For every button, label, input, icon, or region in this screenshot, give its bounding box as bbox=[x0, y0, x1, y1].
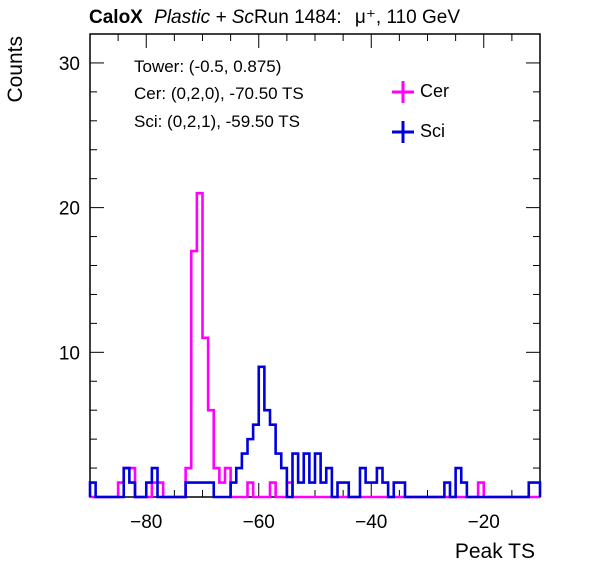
legend-label-sci: Sci bbox=[420, 121, 446, 141]
y-tick-label: 10 bbox=[59, 343, 80, 364]
y-axis-label: Counts bbox=[4, 36, 27, 103]
annotation-sci: Sci: (0,2,1), -59.50 TS bbox=[134, 112, 300, 131]
legend-label-cer: Cer bbox=[420, 81, 450, 101]
x-tick-label: −80 bbox=[130, 512, 162, 533]
x-tick-label: −40 bbox=[355, 512, 387, 533]
header-material: Plastic + Sc bbox=[154, 7, 254, 28]
header-brand: CaloX bbox=[89, 7, 143, 28]
x-axis-label: Peak TS bbox=[455, 540, 535, 563]
y-tick-label: 20 bbox=[59, 199, 80, 220]
legend bbox=[392, 81, 414, 143]
x-tick-label: −60 bbox=[243, 512, 275, 533]
annotation-tower: Tower: (-0.5, 0.875) bbox=[134, 57, 282, 76]
annotation-cer: Cer: (0,2,0), -70.50 TS bbox=[134, 84, 304, 103]
header-run: Run 1484: bbox=[253, 7, 342, 28]
series-sci-line bbox=[88, 365, 542, 499]
series-cer-line bbox=[90, 191, 540, 499]
header-beam: μ⁺, 110 GeV bbox=[354, 7, 461, 28]
chart-header: CaloX Plastic + ScRun 1484: μ⁺, 110 GeV bbox=[89, 6, 460, 29]
x-tick-label: −20 bbox=[468, 512, 500, 533]
y-tick-label: 30 bbox=[59, 54, 80, 75]
